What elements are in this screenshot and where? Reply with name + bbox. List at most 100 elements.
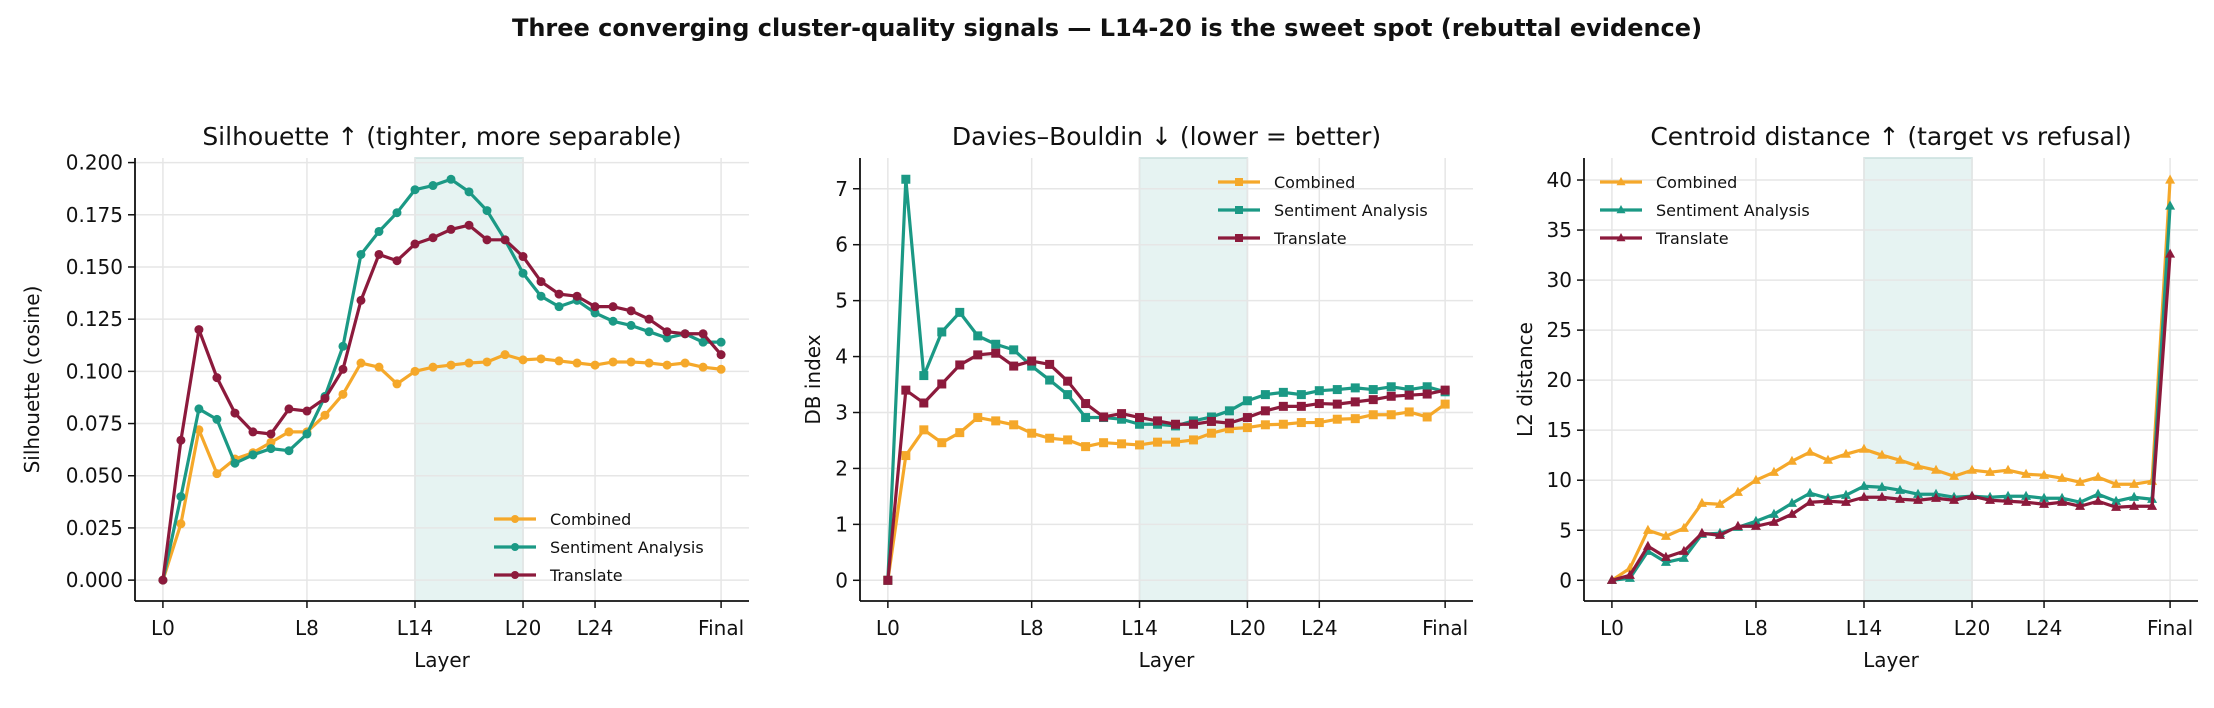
data-point [428,181,438,191]
legend-marker [1235,234,1243,242]
data-point [572,358,582,368]
data-point [716,350,726,360]
data-point [1386,391,1396,401]
data-point [518,252,528,262]
data-point [518,355,528,365]
data-point [302,429,312,439]
data-point [212,414,222,424]
data-point [1224,406,1234,416]
y-tick-label: 1 [835,512,848,536]
y-tick-label: 25 [1547,318,1572,342]
data-point [1985,466,1996,476]
data-point [1260,420,1270,430]
data-point [626,306,636,316]
data-point [500,235,510,245]
y-tick-label: 7 [835,177,848,201]
y-tick-label: 5 [1559,518,1572,542]
data-point [2111,495,2122,505]
y-tick-label: 10 [1547,468,1572,492]
data-point [212,373,222,383]
data-point [644,358,654,368]
data-point [554,289,564,299]
data-point [356,358,366,368]
data-point [392,208,402,218]
data-point [1027,356,1037,366]
data-point [644,327,654,337]
data-point [1804,487,1815,497]
data-point [937,379,947,389]
legend-item: Combined [1600,173,1737,192]
data-point [1242,396,1252,406]
y-tick-label: 6 [835,233,848,257]
data-point [901,451,911,461]
y-tick-label: 30 [1547,268,1572,292]
data-point [518,268,528,278]
data-point [212,469,222,479]
data-point [1081,413,1091,423]
data-point [973,331,983,341]
data-point [2003,490,2014,500]
data-point [590,360,600,370]
data-point [901,174,911,184]
y-tick-label: 3 [835,401,848,425]
y-tick-label: 15 [1547,418,1572,442]
data-point [1135,419,1145,429]
data-point [1804,446,1815,456]
data-point [1350,414,1360,424]
legend-marker [1235,206,1243,214]
data-point [1063,390,1073,400]
y-tick-label: 0 [1559,568,1572,592]
data-point [626,357,636,367]
data-point [284,427,294,437]
x-tick-label: L8 [1744,616,1768,640]
y-tick-label: 0.200 [66,151,123,175]
data-point [698,362,708,372]
data-point [680,358,690,368]
data-point [991,348,1001,358]
legend-marker [511,543,519,551]
chart-panel-1: 0.000 0.025 0.050 0.075 0.100 0.125 0.150 0.175… [20,122,749,672]
data-point [2129,491,2140,501]
y-axis-label: DB index [801,334,825,424]
data-point [1931,464,1942,474]
data-point [482,235,492,245]
data-point [1786,508,1797,518]
data-point [1099,412,1109,422]
data-point [446,174,456,184]
data-point [1350,397,1360,407]
data-point [662,327,672,337]
data-point [374,226,384,236]
data-point [248,450,258,460]
data-point [2147,500,2158,510]
y-tick-label: 0.125 [66,307,123,331]
data-point [1386,410,1396,420]
data-point [266,444,276,454]
legend-marker [1235,178,1243,186]
data-point [410,185,420,195]
y-tick-label: 35 [1547,218,1572,242]
data-point [1931,492,1942,502]
x-tick-label: L24 [577,616,614,640]
data-point [1296,390,1306,400]
chart-panel-3: 0 5 10 15 20 25 30 35 40 L0 L8 L14 L20 L24 Final Centro… [1513,122,2198,672]
data-point [446,224,456,234]
data-point [536,291,546,301]
data-point [2111,501,2122,511]
data-point [1224,418,1234,428]
x-axis-label: Layer [414,648,471,672]
data-point [1117,439,1127,449]
legend-marker [1616,177,1626,186]
data-point [919,371,929,381]
data-point [1732,520,1743,530]
data-point [1009,361,1019,371]
legend-label: Sentiment Analysis [1274,201,1428,220]
data-point [1949,494,1960,504]
data-point [1206,416,1216,426]
data-point [1895,484,1906,494]
data-point [2111,478,2122,488]
data-point [410,239,420,249]
data-point [662,360,672,370]
legend: Combined Sentiment Analysis Translate [494,510,704,585]
data-point [1913,488,1924,498]
